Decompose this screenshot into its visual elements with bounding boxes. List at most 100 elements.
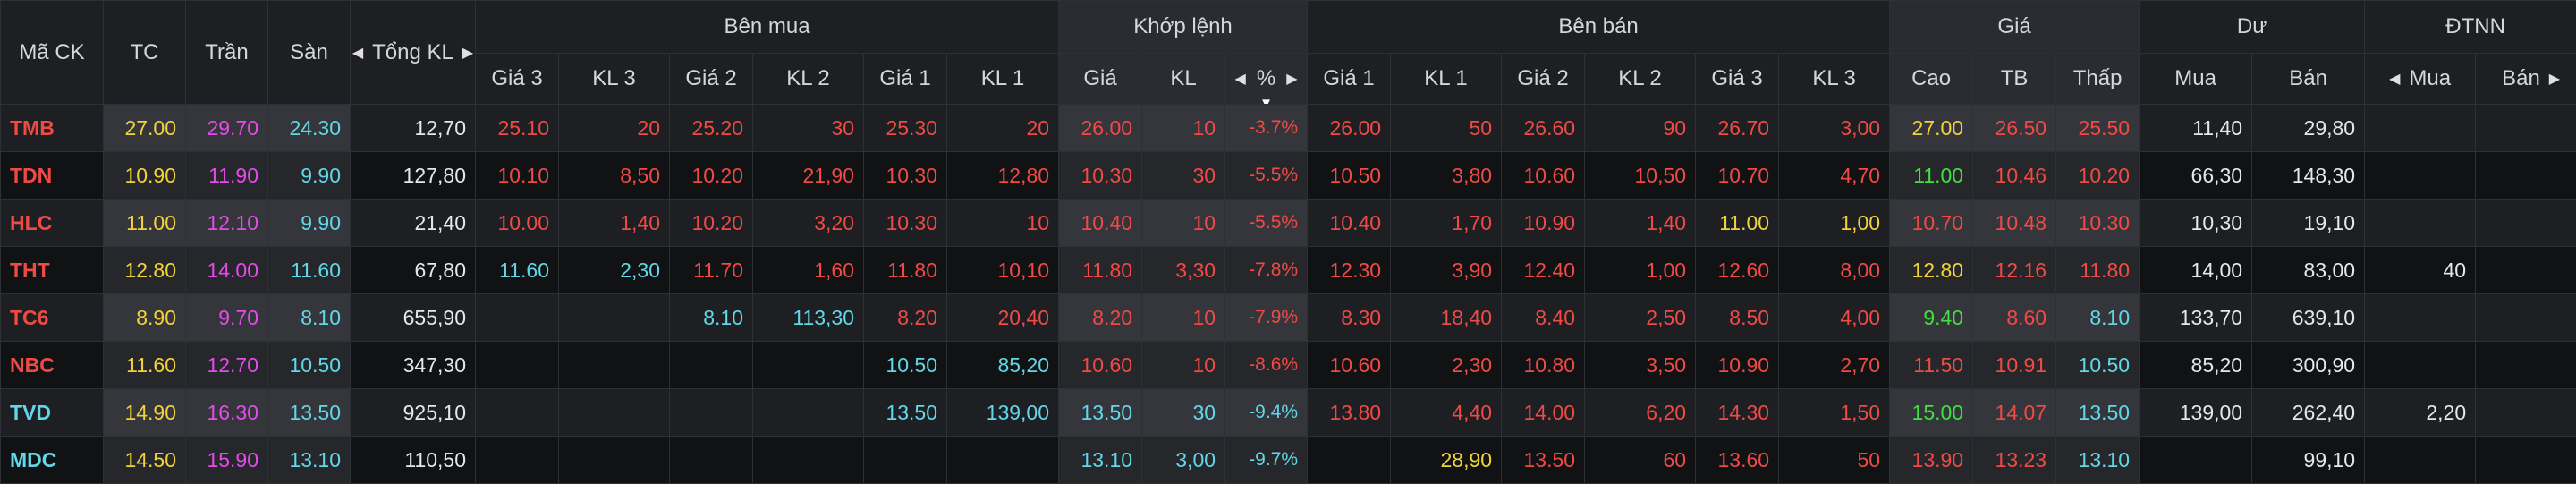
match-volume-cell: 10 [1142, 105, 1225, 152]
ask-price-3-header[interactable]: Giá 3 [1696, 54, 1779, 105]
ask-price-1-header[interactable]: Giá 1 [1308, 54, 1391, 105]
ask-volume-3-cell: 50 [1779, 437, 1890, 484]
bid-volume-3-header[interactable]: KL 3 [559, 54, 670, 105]
triangle-left-icon[interactable]: ◀ [1235, 70, 1246, 88]
col-symbol-header[interactable]: Mã CK [1, 1, 104, 105]
floor-cell: 24.30 [268, 105, 351, 152]
floor-cell: 9.90 [268, 152, 351, 200]
symbol-cell[interactable]: TDN [1, 152, 104, 200]
ask-price-2-header[interactable]: Giá 2 [1502, 54, 1585, 105]
symbol-cell[interactable]: TVD [1, 389, 104, 437]
ceiling-cell: 9.70 [186, 294, 268, 342]
bid-price-2-cell [670, 342, 753, 389]
col-floor-header[interactable]: Sàn [268, 1, 351, 105]
bid-price-3-cell [476, 437, 559, 484]
remain-sell-header[interactable]: Bán [2252, 54, 2365, 105]
symbol-cell[interactable]: THT [1, 247, 104, 294]
symbol-cell[interactable]: HLC [1, 200, 104, 247]
ask-volume-3-header[interactable]: KL 3 [1779, 54, 1890, 105]
price-high-cell: 13.90 [1890, 437, 1973, 484]
match-volume-cell: 3,30 [1142, 247, 1225, 294]
bid-price-3-header[interactable]: Giá 3 [476, 54, 559, 105]
bid-price-2-header[interactable]: Giá 2 [670, 54, 753, 105]
ask-price-1-cell: 12.30 [1308, 247, 1391, 294]
foreign-buy-header[interactable]: ◀ Mua [2365, 54, 2476, 105]
bid-volume-1-cell: 139,00 [947, 389, 1059, 437]
symbol-cell[interactable]: TMB [1, 105, 104, 152]
match-percent-cell: -9.4% [1225, 389, 1308, 437]
price-high-cell: 11.00 [1890, 152, 1973, 200]
foreign-sell-cell [2476, 294, 2576, 342]
bid-volume-1-header[interactable]: KL 1 [947, 54, 1059, 105]
match-volume-header[interactable]: KL [1142, 54, 1225, 105]
match-price-header[interactable]: Giá [1059, 54, 1142, 105]
symbol-cell[interactable]: NBC [1, 342, 104, 389]
bid-price-1-cell: 8.20 [864, 294, 947, 342]
bid-volume-1-cell: 20,40 [947, 294, 1059, 342]
bid-volume-2-cell: 30 [753, 105, 864, 152]
ask-volume-3-cell: 4,70 [1779, 152, 1890, 200]
ask-price-3-cell: 26.70 [1696, 105, 1779, 152]
price-average-cell: 26.50 [1973, 105, 2056, 152]
remain-buy-cell: 14,00 [2140, 247, 2252, 294]
col-ceiling-header[interactable]: Trần [186, 1, 268, 105]
ask-price-3-cell: 12.60 [1696, 247, 1779, 294]
floor-cell: 13.50 [268, 389, 351, 437]
ask-volume-3-cell: 8,00 [1779, 247, 1890, 294]
price-high-header[interactable]: Cao [1890, 54, 1973, 105]
ask-price-2-cell: 8.40 [1502, 294, 1585, 342]
bid-volume-1-cell: 20 [947, 105, 1059, 152]
col-total-volume-header[interactable]: ◀ Tổng KL ▶ [351, 1, 476, 105]
ask-volume-3-cell: 2,70 [1779, 342, 1890, 389]
price-average-header[interactable]: TB [1973, 54, 2056, 105]
match-percent-header[interactable]: ◀ % ▶ ▼ [1225, 54, 1308, 105]
ask-price-1-cell [1308, 437, 1391, 484]
ceiling-cell: 15.90 [186, 437, 268, 484]
bid-volume-2-header[interactable]: KL 2 [753, 54, 864, 105]
triangle-left-icon[interactable]: ◀ [2389, 70, 2400, 88]
foreign-sell-header[interactable]: Bán ▶ [2476, 54, 2576, 105]
bid-volume-3-cell [559, 389, 670, 437]
ask-price-3-cell: 10.90 [1696, 342, 1779, 389]
symbol-cell[interactable]: MDC [1, 437, 104, 484]
ask-volume-3-cell: 1,50 [1779, 389, 1890, 437]
bid-volume-3-cell [559, 437, 670, 484]
match-volume-cell: 30 [1142, 389, 1225, 437]
price-low-header[interactable]: Thấp [2056, 54, 2140, 105]
bid-volume-2-cell: 3,20 [753, 200, 864, 247]
ask-volume-1-header[interactable]: KL 1 [1391, 54, 1502, 105]
foreign-sell-cell [2476, 200, 2576, 247]
foreign-buy-cell [2365, 152, 2476, 200]
remain-buy-header[interactable]: Mua [2140, 54, 2252, 105]
ref-cell: 27.00 [104, 105, 186, 152]
total-volume-cell: 127,80 [351, 152, 476, 200]
ask-volume-1-cell: 1,70 [1391, 200, 1502, 247]
triangle-right-icon[interactable]: ▶ [462, 44, 473, 62]
ask-volume-1-cell: 50 [1391, 105, 1502, 152]
triangle-left-icon[interactable]: ◀ [352, 44, 363, 62]
ask-price-3-cell: 10.70 [1696, 152, 1779, 200]
bid-price-1-cell: 10.30 [864, 200, 947, 247]
symbol-cell[interactable]: TC6 [1, 294, 104, 342]
bid-volume-2-cell: 113,30 [753, 294, 864, 342]
col-ref-header[interactable]: TC [104, 1, 186, 105]
triangle-right-icon[interactable]: ▶ [2549, 70, 2560, 88]
bid-volume-2-cell: 1,60 [753, 247, 864, 294]
ask-volume-2-header[interactable]: KL 2 [1585, 54, 1696, 105]
triangle-right-icon[interactable]: ▶ [1286, 70, 1297, 88]
ask-price-2-cell: 10.60 [1502, 152, 1585, 200]
bid-price-1-header[interactable]: Giá 1 [864, 54, 947, 105]
ask-volume-3-cell: 1,00 [1779, 200, 1890, 247]
sort-descending-icon[interactable]: ▼ [1259, 96, 1273, 105]
floor-cell: 9.90 [268, 200, 351, 247]
ask-price-1-cell: 13.80 [1308, 389, 1391, 437]
